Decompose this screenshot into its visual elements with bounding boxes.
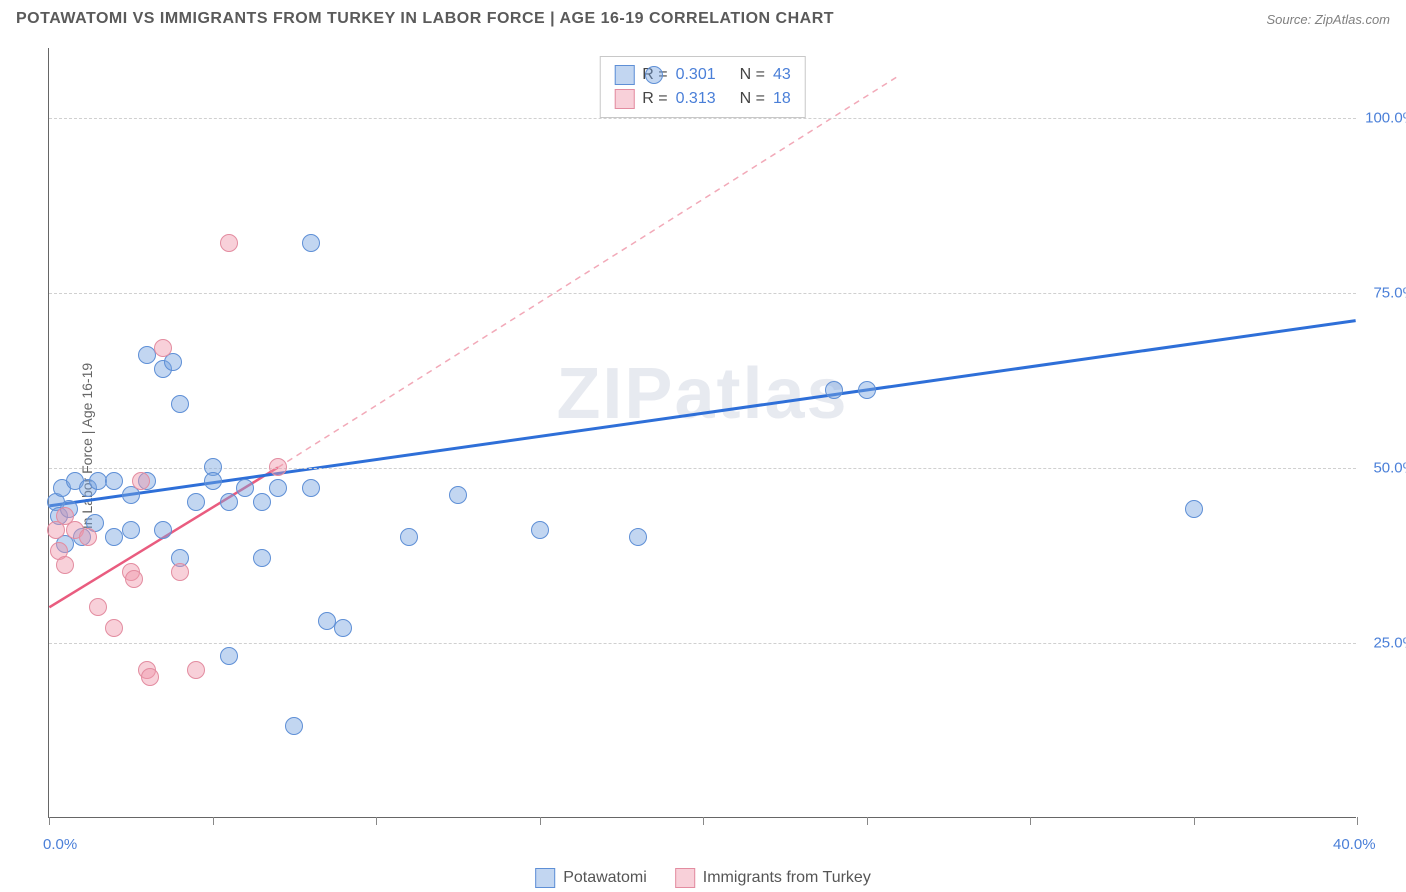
- data-point: [105, 619, 123, 637]
- data-point: [138, 346, 156, 364]
- x-tick-label: 0.0%: [43, 836, 77, 853]
- data-point: [645, 66, 663, 84]
- y-tick-label: 25.0%: [1373, 635, 1406, 652]
- x-tick-label: 40.0%: [1333, 836, 1376, 853]
- stat-r-value: 0.313: [676, 90, 716, 108]
- data-point: [285, 717, 303, 735]
- gridline-h: [49, 468, 1356, 469]
- y-tick-label: 100.0%: [1365, 110, 1406, 127]
- data-point: [253, 549, 271, 567]
- data-point: [1185, 500, 1203, 518]
- data-point: [531, 521, 549, 539]
- data-point: [220, 493, 238, 511]
- data-point: [171, 563, 189, 581]
- chart-legend: Potawatomi Immigrants from Turkey: [535, 868, 871, 888]
- data-point: [187, 493, 205, 511]
- x-tick: [376, 817, 377, 825]
- x-tick: [49, 817, 50, 825]
- x-tick: [867, 817, 868, 825]
- chart-title: POTAWATOMI VS IMMIGRANTS FROM TURKEY IN …: [16, 10, 834, 28]
- stats-row: R = 0.313 N = 18: [614, 87, 791, 111]
- data-point: [187, 661, 205, 679]
- data-point: [858, 381, 876, 399]
- legend-item: Immigrants from Turkey: [675, 868, 871, 888]
- header: POTAWATOMI VS IMMIGRANTS FROM TURKEY IN …: [0, 0, 1406, 34]
- legend-swatch: [675, 868, 695, 888]
- stat-n-label: N =: [740, 90, 765, 108]
- data-point: [269, 458, 287, 476]
- x-tick: [1030, 817, 1031, 825]
- data-point: [334, 619, 352, 637]
- watermark-text: ZIPatlas: [556, 353, 848, 435]
- data-point: [825, 381, 843, 399]
- scatter-chart: ZIPatlas R = 0.301 N = 43 R = 0.313 N = …: [48, 48, 1356, 818]
- data-point: [629, 528, 647, 546]
- legend-item: Potawatomi: [535, 868, 647, 888]
- data-point: [89, 472, 107, 490]
- gridline-h: [49, 643, 1356, 644]
- stats-row: R = 0.301 N = 43: [614, 63, 791, 87]
- data-point: [269, 479, 287, 497]
- data-point: [318, 612, 336, 630]
- data-point: [141, 668, 159, 686]
- data-point: [220, 234, 238, 252]
- data-point: [105, 528, 123, 546]
- data-point: [236, 479, 254, 497]
- data-point: [125, 570, 143, 588]
- data-point: [171, 395, 189, 413]
- data-point: [122, 521, 140, 539]
- x-tick: [703, 817, 704, 825]
- data-point: [220, 647, 238, 665]
- series-swatch: [614, 89, 634, 109]
- y-tick-label: 75.0%: [1373, 285, 1406, 302]
- gridline-h: [49, 118, 1356, 119]
- data-point: [253, 493, 271, 511]
- stat-r-value: 0.301: [676, 66, 716, 84]
- stat-r-label: R =: [642, 90, 667, 108]
- data-point: [89, 598, 107, 616]
- data-point: [302, 479, 320, 497]
- legend-swatch: [535, 868, 555, 888]
- legend-label: Immigrants from Turkey: [703, 869, 871, 887]
- data-point: [56, 556, 74, 574]
- stat-n-label: N =: [740, 66, 765, 84]
- data-point: [132, 472, 150, 490]
- x-tick: [1357, 817, 1358, 825]
- x-tick: [540, 817, 541, 825]
- x-tick: [1194, 817, 1195, 825]
- correlation-stats-box: R = 0.301 N = 43 R = 0.313 N = 18: [599, 56, 806, 118]
- trend-lines-layer: [49, 48, 1356, 817]
- stat-n-value: 43: [773, 66, 791, 84]
- series-swatch: [614, 65, 634, 85]
- x-tick: [213, 817, 214, 825]
- data-point: [154, 521, 172, 539]
- data-point: [204, 472, 222, 490]
- legend-label: Potawatomi: [563, 869, 647, 887]
- data-point: [400, 528, 418, 546]
- data-point: [449, 486, 467, 504]
- stat-n-value: 18: [773, 90, 791, 108]
- gridline-h: [49, 293, 1356, 294]
- data-point: [302, 234, 320, 252]
- data-point: [105, 472, 123, 490]
- data-point: [79, 528, 97, 546]
- source-attribution: Source: ZipAtlas.com: [1266, 12, 1390, 27]
- y-tick-label: 50.0%: [1373, 460, 1406, 477]
- data-point: [154, 339, 172, 357]
